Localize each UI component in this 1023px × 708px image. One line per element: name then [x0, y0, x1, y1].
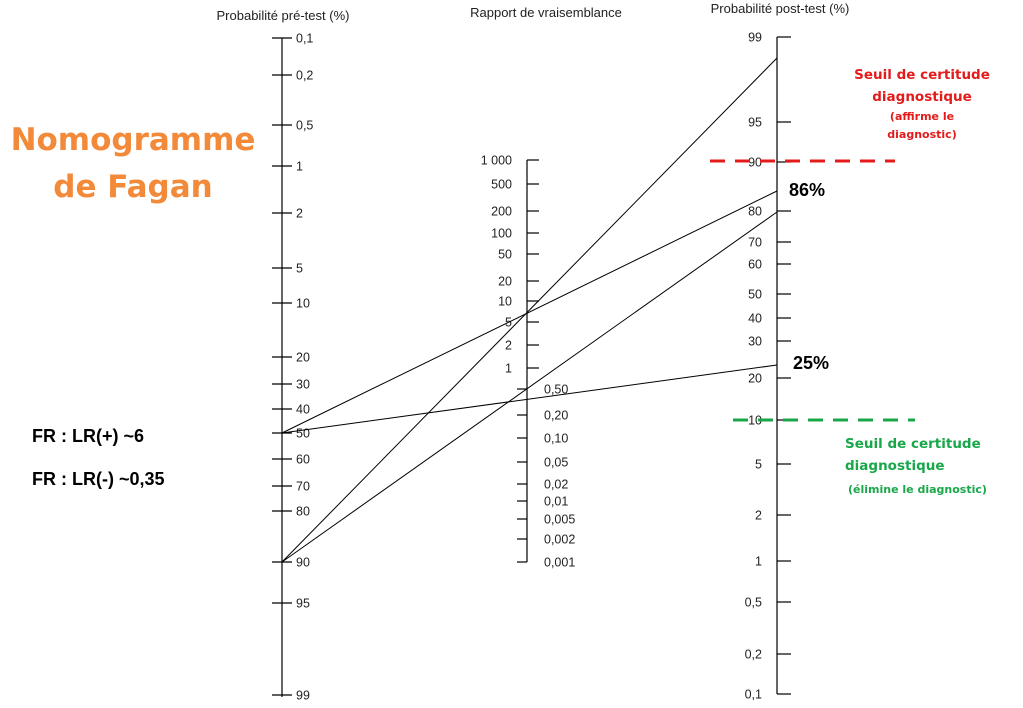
lr-upper-tick-label: 100 [491, 227, 512, 241]
construction-line-50-to-25 [281, 364, 778, 434]
pretest-ticks: 0,1 0,2 0,5 1 2 5 10 20 30 40 50 60 70 80 90 95 99 [272, 32, 313, 703]
lr-upper-tick-label: 50 [498, 248, 512, 262]
lr-lower-tick-label: 0,001 [544, 556, 575, 570]
lower-threshold-line1: Seuil de certitude [845, 436, 981, 452]
pretest-tick-label: 70 [296, 480, 310, 494]
posttest-tick-label: 0,5 [745, 596, 762, 610]
posttest-tick-label: 50 [748, 288, 762, 302]
pretest-tick-label: 2 [296, 207, 303, 221]
lr-positive-label: FR : LR(+) ~6 [32, 426, 144, 446]
lr-negative-label: FR : LR(-) ~0,35 [32, 469, 165, 489]
pretest-tick-label: 90 [296, 556, 310, 570]
posttest-axis-title: Probabilité post-test (%) [711, 1, 850, 16]
upper-threshold-line3: (affirme le [890, 110, 954, 123]
lower-threshold-label: Seuil de certitude diagnostique (élimine… [845, 436, 987, 496]
pretest-tick-label: 1 [296, 160, 303, 174]
result-low-label: 25% [793, 353, 829, 373]
posttest-ticks: 99 95 90 80 70 60 50 40 30 20 10 5 2 1 0,5 0,2 0,1 [745, 31, 791, 702]
construction-line-90-to-80 [281, 211, 778, 563]
lr-axis-title: Rapport de vraisemblance [470, 5, 622, 20]
lr-lower-tick-label: 0,01 [544, 495, 568, 509]
pretest-tick-label: 80 [296, 505, 310, 519]
pretest-tick-label: 0,2 [296, 69, 313, 83]
pretest-tick-label: 60 [296, 453, 310, 467]
pretest-tick-label: 10 [296, 297, 310, 311]
posttest-tick-label: 30 [748, 335, 762, 349]
upper-threshold-line4: diagnostic) [887, 128, 956, 141]
pretest-tick-label: 0,5 [296, 119, 313, 133]
posttest-tick-label: 1 [755, 555, 762, 569]
pretest-tick-label: 5 [296, 262, 303, 276]
lr-lower-tick-label: 0,50 [544, 383, 568, 397]
lower-threshold-line3: (élimine le diagnostic) [848, 483, 987, 496]
lr-upper-tick-label: 500 [491, 178, 512, 192]
lr-lower-tick-label: 0,02 [544, 478, 568, 492]
pretest-tick-label: 20 [296, 351, 310, 365]
lr-lower-tick-label: 0,005 [544, 513, 575, 527]
pretest-axis-title: Probabilité pré-test (%) [217, 8, 350, 23]
posttest-tick-label: 99 [748, 31, 762, 45]
posttest-tick-label: 0,2 [745, 648, 762, 662]
lr-upper-tick-label: 20 [498, 275, 512, 289]
result-high-label: 86% [789, 180, 825, 200]
lower-threshold-line2: diagnostique [845, 458, 945, 474]
posttest-tick-label: 90 [748, 156, 762, 170]
posttest-tick-label: 80 [748, 205, 762, 219]
lr-upper-tick-label: 10 [498, 295, 512, 309]
lr-upper-tick-label: 2 [505, 339, 512, 353]
posttest-tick-label: 20 [748, 372, 762, 386]
upper-threshold-line1: Seuil de certitude [854, 67, 990, 83]
main-title-line2: de Fagan [53, 169, 212, 205]
upper-threshold-line2: diagnostique [872, 89, 972, 105]
upper-threshold-label: Seuil de certitude diagnostique (affirme… [854, 67, 990, 141]
posttest-tick-label: 2 [755, 509, 762, 523]
construction-line-50-to-86 [281, 190, 778, 434]
lr-lower-tick-label: 0,05 [544, 456, 568, 470]
lr-upper-tick-label: 200 [491, 205, 512, 219]
lr-lower-tick-label: 0,10 [544, 432, 568, 446]
lr-upper-tick-label: 1 [505, 362, 512, 376]
construction-line-90-to-97 [281, 57, 778, 563]
posttest-tick-label: 70 [748, 236, 762, 250]
posttest-tick-label: 40 [748, 312, 762, 326]
pretest-tick-label: 0,1 [296, 32, 313, 46]
posttest-tick-label: 5 [755, 458, 762, 472]
lr-ticks: 1 0005002001005020105210,500,200,100,050… [481, 154, 576, 570]
lr-lower-tick-label: 0,002 [544, 533, 575, 547]
main-title-line1: Nomogramme [11, 122, 256, 158]
pretest-tick-label: 95 [296, 597, 310, 611]
lr-upper-tick-label: 1 000 [481, 154, 512, 168]
posttest-tick-label: 60 [748, 258, 762, 272]
pretest-tick-label: 50 [296, 427, 310, 441]
posttest-tick-label: 95 [748, 116, 762, 130]
posttest-tick-label: 0,1 [745, 688, 762, 702]
pretest-tick-label: 40 [296, 403, 310, 417]
construction-lines [281, 57, 778, 563]
lr-lower-tick-label: 0,20 [544, 409, 568, 423]
posttest-tick-label: 10 [748, 414, 762, 428]
pretest-tick-label: 30 [296, 378, 310, 392]
pretest-tick-label: 99 [296, 689, 310, 703]
